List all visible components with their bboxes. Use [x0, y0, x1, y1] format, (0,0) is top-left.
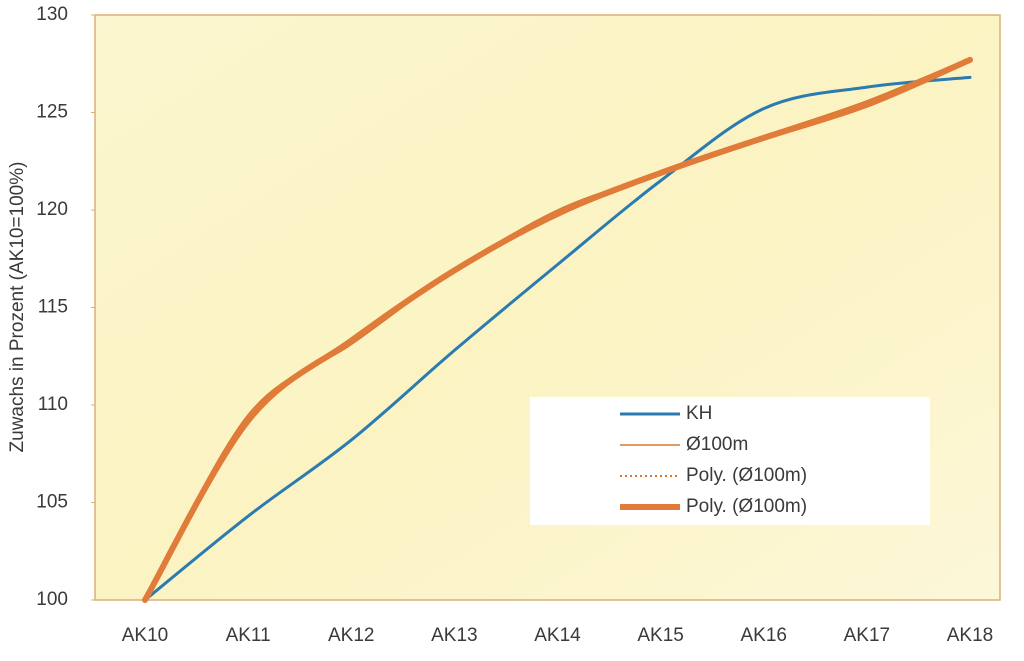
series-line — [144, 57, 971, 601]
legend-label: Poly. (Ø100m) — [686, 465, 807, 486]
y-tick-label: 125 — [36, 102, 68, 123]
legend-label: Ø100m — [686, 434, 748, 455]
y-tick-label: 105 — [36, 492, 68, 513]
legend: KH Ø100m Poly. (Ø100m) Poly. (Ø100m) — [530, 397, 930, 525]
series-line — [142, 56, 973, 603]
x-tick-label: AK18 — [947, 625, 993, 646]
legend-box — [530, 397, 930, 525]
legend-label: Poly. (Ø100m) — [686, 496, 807, 517]
x-tick-label: AK13 — [431, 625, 477, 646]
y-tick-label: 115 — [38, 297, 68, 318]
y-axis-title: Zuwachs in Prozent (AK10=100%) — [7, 162, 28, 453]
x-tick-label: AK12 — [328, 625, 374, 646]
legend-label: KH — [686, 403, 712, 424]
x-tick-label: AK10 — [122, 625, 168, 646]
x-tick-label: AK17 — [844, 625, 890, 646]
y-tick-label: 110 — [38, 394, 68, 415]
x-tick-label: AK14 — [534, 625, 581, 646]
y-tick-label: 120 — [36, 199, 68, 220]
x-tick-label: AK16 — [741, 625, 787, 646]
x-tick-label: AK15 — [637, 625, 683, 646]
x-tick-label: AK11 — [226, 625, 271, 646]
y-tick-label: 100 — [36, 589, 68, 610]
series-line — [143, 75, 972, 602]
y-tick-label: 130 — [36, 4, 68, 25]
